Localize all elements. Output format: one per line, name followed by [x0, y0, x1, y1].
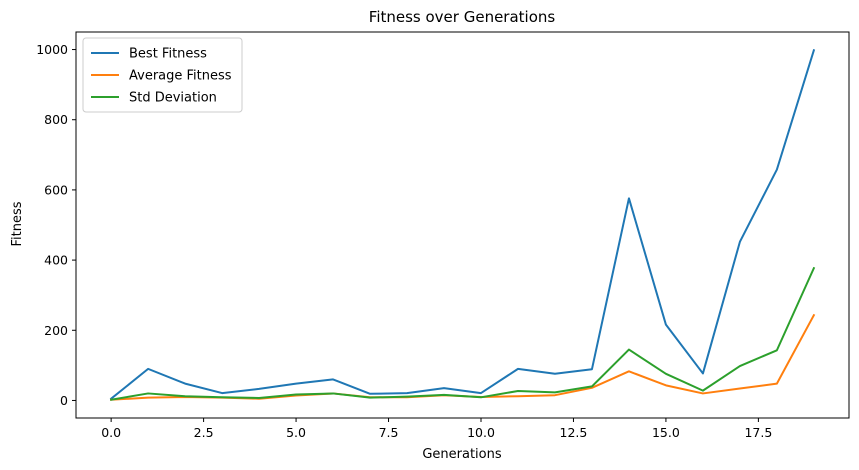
x-tick-label: 0.0 [101, 425, 121, 440]
legend: Best Fitness Average Fitness Std Deviation [82, 37, 243, 113]
x-tick-label: 7.5 [379, 425, 399, 440]
y-tick-label: 1000 [36, 42, 68, 57]
x-tick-label: 2.5 [194, 425, 214, 440]
plot-area [109, 48, 816, 401]
y-tick-label: 0 [60, 393, 68, 408]
chart-title: Fitness over Generations [369, 8, 556, 26]
x-tick-label: 10.0 [467, 425, 495, 440]
series-line-1 [109, 48, 816, 401]
axes: 0.0 2.5 5.0 7.5 10.0 12.5 15.0 17.5 0 200 400 600 80… [36, 31, 850, 440]
series-line-3 [109, 266, 816, 401]
legend-box [82, 37, 243, 113]
x-axis-label: Generations [422, 447, 502, 462]
y-tick-label: 400 [44, 253, 68, 268]
x-tick-label: 12.5 [560, 425, 588, 440]
x-tick-label: 17.5 [744, 425, 772, 440]
axes-frame [75, 31, 850, 419]
y-tick-label: 600 [44, 182, 68, 197]
legend-label-3: Std Deviation [129, 91, 217, 106]
y-tick-label: 200 [44, 323, 68, 338]
x-tick-label: 5.0 [286, 425, 306, 440]
y-axis-label: Fitness [10, 201, 25, 246]
legend-label-2: Average Fitness [129, 69, 232, 84]
x-tick-label: 15.0 [652, 425, 680, 440]
y-tick-label: 800 [44, 112, 68, 127]
legend-label-1: Best Fitness [129, 47, 207, 62]
